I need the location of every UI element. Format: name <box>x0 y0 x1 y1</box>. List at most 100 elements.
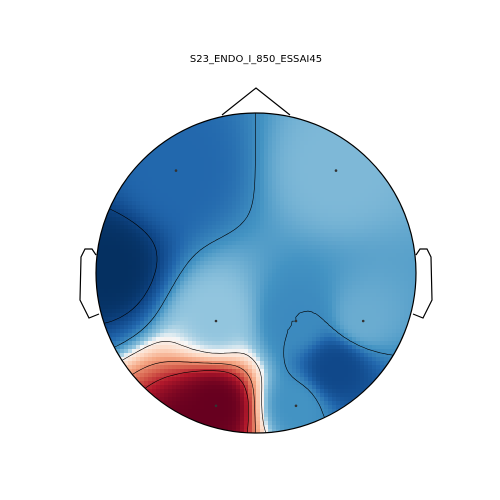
field-cell <box>384 181 389 186</box>
field-cell <box>196 317 201 322</box>
field-cell <box>192 357 197 362</box>
field-cell <box>264 173 269 178</box>
field-cell <box>244 237 249 242</box>
field-cell <box>164 157 169 162</box>
field-cell <box>140 369 145 374</box>
field-cell <box>256 277 261 282</box>
field-cell <box>216 401 221 406</box>
field-cell <box>260 117 265 122</box>
field-cell <box>372 301 377 306</box>
field-cell <box>256 241 261 246</box>
field-cell <box>316 177 321 182</box>
field-cell <box>340 381 345 386</box>
field-cell <box>232 333 237 338</box>
field-cell <box>296 241 301 246</box>
field-cell <box>400 329 405 334</box>
field-cell <box>236 397 241 402</box>
field-cell <box>224 245 229 250</box>
field-cell <box>176 277 181 282</box>
field-cell <box>300 301 305 306</box>
field-cell <box>180 397 185 402</box>
field-cell <box>116 329 121 334</box>
field-cell <box>404 253 409 258</box>
field-cell <box>124 281 129 286</box>
field-cell <box>276 217 281 222</box>
field-cell <box>204 305 209 310</box>
field-cell <box>324 313 329 318</box>
field-cell <box>272 221 277 226</box>
field-cell <box>376 169 381 174</box>
field-cell <box>124 217 129 222</box>
field-cell <box>280 189 285 194</box>
field-cell <box>404 281 409 286</box>
field-cell <box>216 345 221 350</box>
field-cell <box>184 213 189 218</box>
field-cell <box>368 361 373 366</box>
field-cell <box>408 233 413 238</box>
field-cell <box>256 313 261 318</box>
field-cell <box>240 361 245 366</box>
field-cell <box>392 325 397 330</box>
field-cell <box>360 325 365 330</box>
field-cell <box>372 285 377 290</box>
field-cell <box>164 185 169 190</box>
field-cell <box>256 245 261 250</box>
field-cell <box>356 305 361 310</box>
field-cell <box>248 261 253 266</box>
field-cell <box>340 401 345 406</box>
field-cell <box>156 265 161 270</box>
field-cell <box>316 381 321 386</box>
field-cell <box>376 205 381 210</box>
field-cell <box>148 333 153 338</box>
field-cell <box>136 225 141 230</box>
field-cell <box>324 197 329 202</box>
field-cell <box>116 281 121 286</box>
field-cell <box>220 125 225 130</box>
field-cell <box>252 341 257 346</box>
field-cell <box>176 261 181 266</box>
field-cell <box>140 349 145 354</box>
field-cell <box>216 333 221 338</box>
field-cell <box>260 373 265 378</box>
field-cell <box>232 141 237 146</box>
field-cell <box>296 157 301 162</box>
field-cell <box>292 217 297 222</box>
field-cell <box>356 221 361 226</box>
field-cell <box>328 201 333 206</box>
field-cell <box>400 217 405 222</box>
field-cell <box>236 121 241 126</box>
field-cell <box>196 397 201 402</box>
field-cell <box>124 297 129 302</box>
field-cell <box>128 313 133 318</box>
field-cell <box>236 193 241 198</box>
field-cell <box>408 257 413 262</box>
field-cell <box>172 285 177 290</box>
field-cell <box>292 357 297 362</box>
field-cell <box>228 277 233 282</box>
field-cell <box>380 301 385 306</box>
field-cell <box>316 325 321 330</box>
field-cell <box>188 333 193 338</box>
field-cell <box>324 333 329 338</box>
field-cell <box>332 361 337 366</box>
field-cell <box>332 209 337 214</box>
field-cell <box>296 229 301 234</box>
field-cell <box>292 253 297 258</box>
field-cell <box>236 145 241 150</box>
field-cell <box>168 153 173 158</box>
field-cell <box>252 257 257 262</box>
field-cell <box>128 281 133 286</box>
field-cell <box>192 281 197 286</box>
field-cell <box>344 349 349 354</box>
field-cell <box>392 253 397 258</box>
field-cell <box>288 197 293 202</box>
field-cell <box>380 309 385 314</box>
field-cell <box>384 325 389 330</box>
field-cell <box>336 197 341 202</box>
field-cell <box>164 241 169 246</box>
field-cell <box>272 137 277 142</box>
field-cell <box>356 193 361 198</box>
field-cell <box>276 349 281 354</box>
field-cell <box>248 145 253 150</box>
field-cell <box>152 269 157 274</box>
